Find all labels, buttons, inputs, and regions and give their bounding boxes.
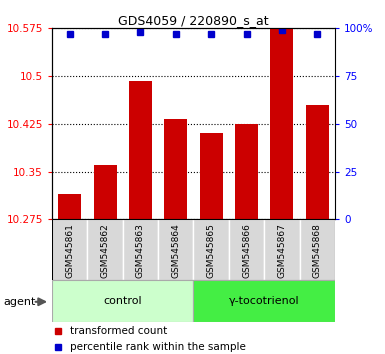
Text: GSM545862: GSM545862: [100, 223, 110, 278]
Bar: [164, 119, 187, 219]
Text: control: control: [104, 296, 142, 306]
Text: GSM545865: GSM545865: [207, 223, 216, 278]
Text: GSM545863: GSM545863: [136, 223, 145, 278]
Bar: [264, 219, 300, 280]
Text: GSM545861: GSM545861: [65, 223, 74, 278]
Text: GSM545867: GSM545867: [277, 223, 286, 278]
Bar: [193, 219, 229, 280]
Bar: [52, 219, 87, 280]
Text: γ-tocotrienol: γ-tocotrienol: [229, 296, 300, 306]
Title: GDS4059 / 220890_s_at: GDS4059 / 220890_s_at: [118, 14, 269, 27]
Bar: [200, 133, 223, 219]
Bar: [270, 28, 293, 219]
Text: GSM545864: GSM545864: [171, 223, 180, 278]
Bar: [235, 124, 258, 219]
Bar: [58, 194, 81, 219]
Bar: [229, 219, 264, 280]
Text: agent: agent: [4, 297, 36, 307]
Bar: [306, 105, 329, 219]
Bar: [87, 219, 123, 280]
Bar: [94, 165, 117, 219]
Bar: [158, 219, 193, 280]
Text: percentile rank within the sample: percentile rank within the sample: [70, 342, 246, 352]
Text: transformed count: transformed count: [70, 326, 167, 336]
Bar: [300, 219, 335, 280]
Text: GSM545866: GSM545866: [242, 223, 251, 278]
Bar: [123, 219, 158, 280]
Bar: [52, 280, 193, 322]
Bar: [193, 280, 335, 322]
Bar: [129, 81, 152, 219]
Text: GSM545868: GSM545868: [313, 223, 322, 278]
